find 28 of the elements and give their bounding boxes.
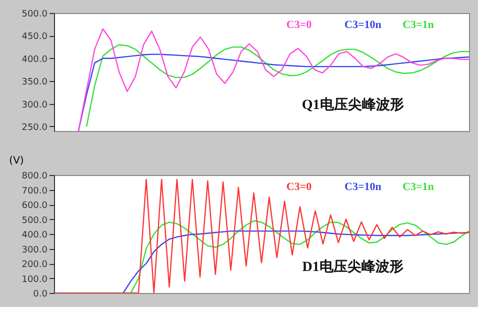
text: C3=10n [344,180,382,193]
y-tick-label: 250.0 [22,122,48,133]
y-tick-label: 600.0 [22,201,48,211]
annotation: D1电压尖峰波形 [302,259,404,276]
y-tick-label: 700.0 [22,186,48,196]
line-series [78,28,469,131]
series-label: C3=0 [286,180,312,193]
text: C3=1n [402,180,434,193]
y-tick-label: 300.0 [22,245,48,256]
annotation: Q1电压尖峰波形 [302,97,404,114]
y-tick-label: 100.0 [22,274,48,285]
line-series [130,220,469,293]
text: C3=1n [402,18,434,31]
text: C3=10n [344,18,382,31]
y-tick-label: 300.0 [22,100,48,110]
y-tick-label: 500.0 [22,216,48,226]
y-tick-label: 0.0 [33,290,48,300]
y-tick-label: 450.0 [22,32,48,42]
series-label: C3=0 [286,18,312,31]
y-tick-label: 400.0 [22,230,48,240]
line-series [54,178,469,293]
y-tick-label: 800.0 [22,172,48,182]
y-tick-label: 400.0 [22,54,48,65]
y-tick-label: 500.0 [22,10,48,20]
y-tick-label: 350.0 [22,78,48,88]
y-tick-label: 200.0 [22,260,48,270]
line-series [86,44,469,128]
y-axis-title: (V) [9,156,24,166]
